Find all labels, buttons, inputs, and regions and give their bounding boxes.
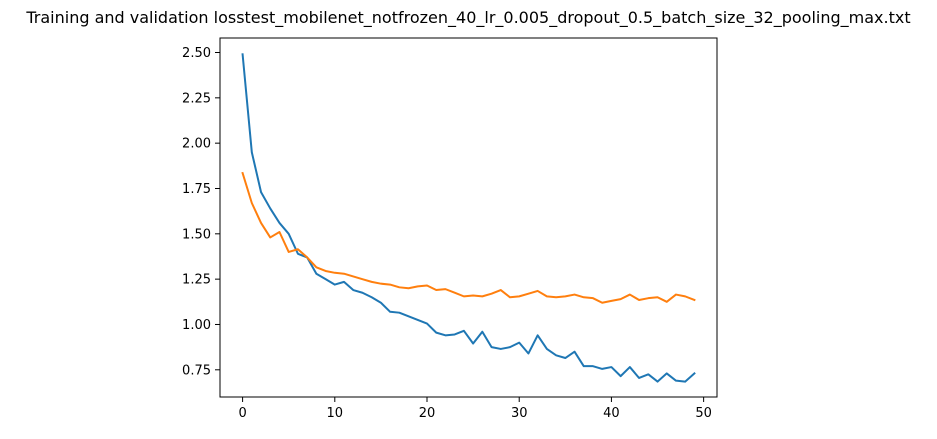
x-tick-label: 0 — [238, 406, 246, 421]
y-tick-label: 2.50 — [182, 46, 211, 61]
y-tick-label: 1.00 — [182, 318, 211, 333]
y-tick-label: 1.25 — [182, 273, 211, 288]
x-tick-label: 40 — [603, 406, 620, 421]
y-tick-label: 2.00 — [182, 137, 211, 152]
series-line-2 — [241, 171, 696, 304]
x-tick-label: 10 — [327, 406, 344, 421]
x-tick-label: 30 — [511, 406, 528, 421]
y-tick-label: 1.75 — [182, 182, 211, 197]
y-tick-label: 2.25 — [182, 91, 211, 106]
plot-frame — [219, 37, 718, 398]
series-line-1 — [241, 53, 696, 383]
x-tick-label: 20 — [419, 406, 436, 421]
y-tick-label: 1.50 — [182, 227, 211, 242]
x-tick-label: 50 — [695, 406, 712, 421]
chart-title: Training and validation losstest_mobilen… — [26, 8, 911, 27]
y-tick-label: 0.75 — [182, 363, 211, 378]
